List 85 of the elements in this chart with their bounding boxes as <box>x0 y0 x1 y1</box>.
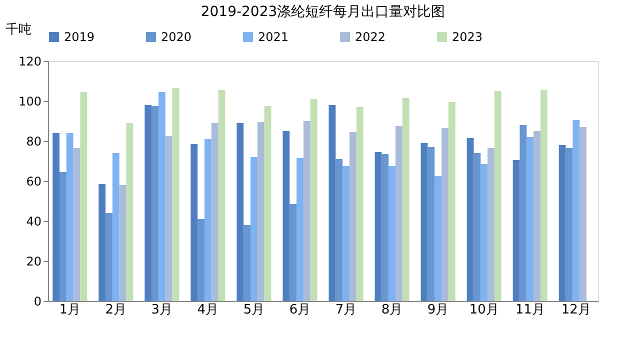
x-tick-label: 6月 <box>289 302 311 318</box>
chart-title: 2019-2023涤纶短纤每月出口量对比图 <box>200 4 446 20</box>
x-tick-label: 3月 <box>151 302 173 318</box>
bar <box>442 128 448 301</box>
bar <box>420 143 428 301</box>
bar <box>172 88 180 301</box>
bar <box>428 147 435 301</box>
bar <box>218 90 226 301</box>
legend-label: 2021 <box>258 30 289 44</box>
y-tick-label: 80 <box>26 134 42 148</box>
bar <box>512 160 520 301</box>
bar <box>342 166 350 301</box>
legend-label: 2022 <box>355 30 386 44</box>
bar <box>244 225 251 301</box>
y-tick-label: 120 <box>18 54 42 68</box>
bar <box>66 133 74 301</box>
bar <box>488 148 494 301</box>
bar <box>388 166 396 301</box>
bar <box>526 137 534 301</box>
y-axis-title: 千吨 <box>6 22 32 38</box>
bar <box>190 144 198 301</box>
bar <box>480 164 488 301</box>
x-tick-label: 10月 <box>469 302 499 318</box>
bar <box>448 102 456 301</box>
x-tick-label: 7月 <box>335 302 357 318</box>
bar <box>211 123 218 301</box>
bar <box>282 131 290 301</box>
bar <box>119 185 126 301</box>
bar <box>434 176 442 301</box>
bar <box>303 121 310 301</box>
bar <box>395 126 402 301</box>
bar <box>336 159 343 301</box>
bar <box>236 123 244 301</box>
bar <box>374 152 382 301</box>
bar <box>402 98 410 301</box>
bar <box>566 148 573 301</box>
bar <box>80 92 88 301</box>
bar <box>494 91 502 301</box>
bar <box>310 99 318 301</box>
bar <box>73 148 80 301</box>
y-tick-label: 60 <box>26 174 42 188</box>
bar <box>356 107 364 301</box>
bar <box>466 138 474 301</box>
bar <box>126 123 134 301</box>
legend-label: 2019 <box>64 30 95 44</box>
bar <box>290 204 297 301</box>
x-tick-label: 4月 <box>197 302 219 318</box>
x-tick-label: 11月 <box>515 302 545 318</box>
bar <box>158 92 166 301</box>
bar <box>52 133 60 301</box>
bar <box>60 172 66 301</box>
y-tick-label: 20 <box>26 254 42 268</box>
x-tick-label: 2月 <box>105 302 127 318</box>
bar <box>328 105 336 301</box>
bar <box>349 132 356 301</box>
bar <box>534 131 540 301</box>
bar <box>106 213 112 301</box>
bar <box>112 153 120 301</box>
bar <box>165 136 172 301</box>
x-tick-label: 5月 <box>243 302 265 318</box>
bar <box>152 106 158 301</box>
bar <box>264 106 272 301</box>
x-tick-label: 8月 <box>381 302 403 318</box>
bar <box>98 184 106 301</box>
bar <box>572 120 580 301</box>
bar <box>580 127 586 301</box>
bar <box>474 153 481 301</box>
bar <box>382 154 389 301</box>
bar <box>520 125 527 301</box>
bar <box>296 158 304 301</box>
bar <box>198 219 204 301</box>
bar <box>257 122 264 301</box>
legend-label: 2023 <box>452 30 483 44</box>
y-tick-label: 40 <box>26 214 42 228</box>
y-tick-label: 100 <box>18 94 42 108</box>
x-tick-label: 1月 <box>59 302 81 318</box>
y-tick-label: 0 <box>34 294 42 308</box>
bar <box>558 145 566 301</box>
x-tick-label: 9月 <box>427 302 449 318</box>
bar <box>204 139 212 301</box>
bar <box>144 105 152 301</box>
x-tick-label: 12月 <box>561 302 591 318</box>
bar <box>250 157 258 301</box>
legend-label: 2020 <box>161 30 192 44</box>
bar <box>540 90 548 301</box>
